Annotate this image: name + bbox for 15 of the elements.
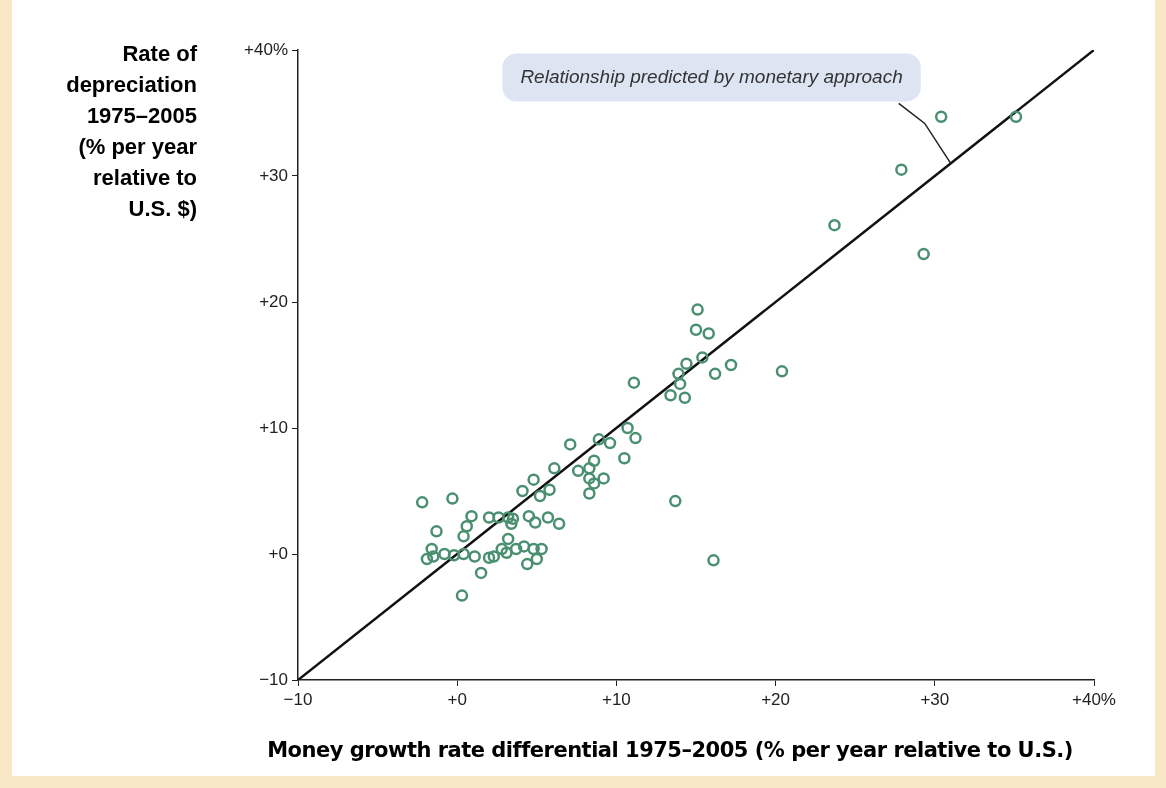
y-tick-label: +30 [259,165,288,185]
x-tick-label: +0 [447,689,467,709]
x-tick-label: +10 [601,689,631,709]
y-tick-label: +0 [268,543,288,563]
y-tick-label: +10 [259,417,288,437]
x-tick-label: −10 [283,689,313,709]
y-tick-label: +40% [244,39,288,59]
y-tick-label: +20 [259,291,288,311]
y-tick-label: −10 [259,669,288,689]
x-tick-label: +20 [761,689,791,709]
x-tick-label: +30 [920,689,950,709]
annotation: Relationship predicted by monetary approach [520,65,903,87]
x-axis-title: Money growth rate differential 1975–2005 (% per year relative to U.S.) [266,738,1074,762]
y-axis-title: Rate of depreciation 1975–2005 (% per year relative to U.S. $) [65,40,197,223]
x-tick-label: +40% [1072,689,1116,709]
